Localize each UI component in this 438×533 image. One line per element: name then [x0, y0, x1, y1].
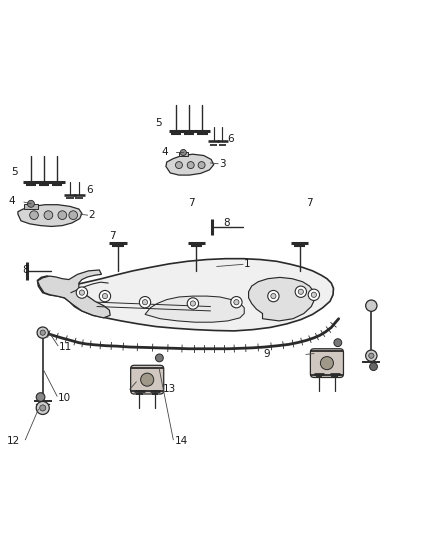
Circle shape — [334, 339, 342, 346]
FancyBboxPatch shape — [311, 349, 343, 377]
Polygon shape — [145, 296, 244, 322]
Polygon shape — [38, 259, 333, 331]
Text: 7: 7 — [306, 198, 313, 208]
Circle shape — [142, 300, 148, 305]
Polygon shape — [38, 270, 110, 318]
Circle shape — [102, 294, 108, 298]
Text: 9: 9 — [264, 350, 270, 359]
Text: 1: 1 — [244, 259, 251, 269]
Circle shape — [79, 290, 85, 295]
Circle shape — [366, 300, 377, 311]
Circle shape — [30, 211, 39, 220]
Circle shape — [187, 161, 194, 168]
Circle shape — [69, 211, 78, 220]
Circle shape — [298, 289, 304, 294]
Text: 8: 8 — [223, 218, 230, 228]
Circle shape — [36, 401, 49, 415]
Circle shape — [139, 296, 151, 308]
Circle shape — [295, 286, 307, 297]
Text: 13: 13 — [163, 384, 177, 394]
Text: 6: 6 — [86, 185, 93, 195]
Circle shape — [234, 300, 239, 305]
Circle shape — [311, 292, 317, 297]
Circle shape — [176, 161, 183, 168]
Circle shape — [155, 354, 163, 362]
Text: 2: 2 — [88, 210, 95, 220]
Polygon shape — [249, 277, 315, 321]
Circle shape — [271, 294, 276, 298]
Circle shape — [268, 290, 279, 302]
Circle shape — [231, 296, 242, 308]
Polygon shape — [166, 154, 214, 175]
Circle shape — [36, 393, 45, 401]
Bar — [179, 152, 188, 156]
Circle shape — [37, 327, 48, 338]
Text: 7: 7 — [110, 231, 116, 241]
Text: 7: 7 — [187, 198, 194, 208]
Bar — [25, 204, 38, 209]
Circle shape — [40, 330, 46, 335]
Text: 10: 10 — [58, 393, 71, 403]
Circle shape — [58, 211, 67, 220]
Circle shape — [141, 373, 154, 386]
Circle shape — [40, 405, 46, 411]
Circle shape — [308, 289, 320, 301]
Text: 6: 6 — [227, 134, 233, 144]
Circle shape — [180, 149, 186, 156]
Polygon shape — [18, 205, 82, 227]
Circle shape — [190, 301, 195, 306]
Text: 5: 5 — [155, 118, 162, 128]
Text: 4: 4 — [161, 148, 168, 157]
Text: 3: 3 — [219, 159, 226, 169]
Circle shape — [187, 298, 198, 309]
Circle shape — [44, 211, 53, 220]
Text: 5: 5 — [11, 167, 18, 177]
Text: 11: 11 — [59, 342, 72, 352]
Circle shape — [366, 350, 377, 361]
Text: 4: 4 — [9, 196, 15, 206]
Circle shape — [76, 287, 88, 298]
Circle shape — [28, 200, 35, 207]
Circle shape — [198, 161, 205, 168]
Circle shape — [321, 357, 333, 370]
Text: 12: 12 — [7, 437, 20, 447]
Text: 14: 14 — [175, 437, 188, 447]
Circle shape — [369, 353, 374, 358]
Circle shape — [370, 362, 378, 370]
Circle shape — [99, 290, 111, 302]
Text: 8: 8 — [22, 265, 29, 275]
FancyBboxPatch shape — [131, 365, 164, 394]
